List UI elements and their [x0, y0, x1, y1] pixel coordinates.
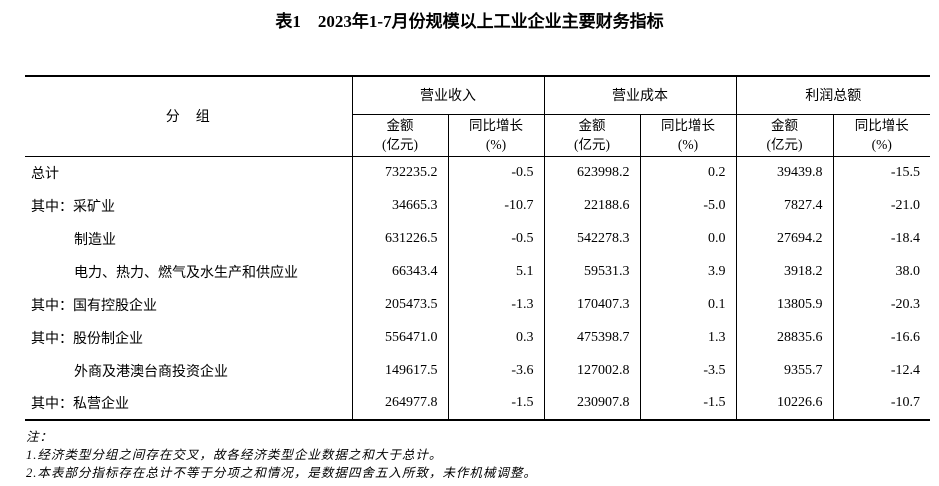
- amount-label: 金额: [386, 118, 414, 133]
- cost-amount-cell: 623998.2: [543, 156, 640, 189]
- row-label: 制造业: [74, 232, 116, 248]
- header-group-label: 分 组: [25, 76, 352, 157]
- cost-amount-cell: 22188.6: [543, 189, 640, 222]
- table-row: 制造业 631226.5 -0.5 542278.3 0.0 27694.2 -18.4: [25, 222, 930, 255]
- row-label: 外商及港澳台商投资企业: [74, 364, 228, 380]
- revenue-amount-cell: 66343.4: [351, 255, 448, 288]
- revenue-growth-cell: -10.7: [447, 189, 544, 222]
- revenue-growth-cell: -1.3: [447, 288, 544, 321]
- row-label: 其中：国有控股企业: [31, 298, 157, 314]
- profit-amount-cell: 9355.7: [735, 354, 833, 387]
- header-operating-revenue: 营业收入: [351, 76, 544, 115]
- header-sub-row: 金额 (亿元) 同比增长 (%) 金额 (亿元) 同比增长 (%) 金额 (: [25, 114, 930, 157]
- table-title: 表1 2023年1-7月份规模以上工业企业主要财务指标: [275, 12, 664, 31]
- cost-growth-cell: 0.2: [639, 156, 736, 189]
- profit-growth-cell: -18.4: [832, 222, 930, 255]
- footnote-1: 1.经济类型分组之间存在交叉，故各经济类型企业数据之和大于总计。: [26, 448, 443, 462]
- header-profit-amount: 金额 (亿元): [735, 114, 833, 157]
- revenue-amount-cell: 149617.5: [351, 354, 448, 387]
- profit-growth-cell: -16.6: [832, 321, 930, 354]
- cost-growth-cell: -3.5: [639, 354, 736, 387]
- profit-growth-cell: -21.0: [832, 189, 930, 222]
- growth-unit: (%): [871, 137, 892, 152]
- profit-growth-cell: -10.7: [832, 387, 930, 420]
- growth-label: 同比增长: [661, 118, 715, 133]
- header-cost-growth: 同比增长 (%): [639, 114, 736, 157]
- growth-unit: (%): [677, 137, 699, 152]
- amount-unit: (亿元): [766, 137, 803, 152]
- row-label: 电力、热力、燃气及水生产和供应业: [74, 265, 298, 281]
- profit-amount-cell: 28835.6: [735, 321, 833, 354]
- header-profit-growth: 同比增长 (%): [832, 114, 930, 157]
- table-row: 其中：采矿业 34665.3 -10.7 22188.6 -5.0 7827.4 -21.0: [25, 189, 930, 222]
- growth-label: 同比增长: [854, 118, 909, 133]
- table-row: 其中：股份制企业 556471.0 0.3 475398.7 1.3 28835.6 -16…: [25, 321, 930, 354]
- cost-growth-cell: 3.9: [639, 255, 736, 288]
- cost-growth-cell: -1.5: [639, 387, 736, 420]
- header-group-row: 分 组 营业收入 营业成本 利润总额: [25, 76, 930, 157]
- financial-indicators-table: 分 组 营业收入 营业成本 利润总额 金额 (亿元) 同比增长 (%) 金额 (…: [25, 75, 930, 421]
- table-row: 其中：国有控股企业 205473.5 -1.3 170407.3 0.1 13805.9-…: [25, 288, 930, 321]
- cost-amount-cell: 59531.3: [543, 255, 640, 288]
- cost-amount-cell: 170407.3: [543, 288, 640, 321]
- header-operating-cost: 营业成本: [543, 76, 736, 115]
- table-row: 其中：私营企业 264977.8 -1.5 230907.8 -1.5 10226.6 -1…: [25, 387, 930, 420]
- footnotes: 注： 1.经济类型分组之间存在交叉，故各经济类型企业数据之和大于总计。 2.本表…: [26, 428, 939, 482]
- profit-amount-cell: 3918.2: [735, 255, 833, 288]
- amount-label: 金额: [578, 118, 606, 133]
- revenue-amount-cell: 264977.8: [351, 387, 448, 420]
- amount-unit: (亿元): [574, 137, 610, 152]
- revenue-growth-cell: -0.5: [447, 156, 544, 189]
- table-row: 外商及港澳台商投资企业 149617.5 -3.6 127002.8 -3.5 9355.…: [25, 354, 930, 387]
- row-label: 其中：私营企业: [31, 397, 129, 412]
- cost-growth-cell: -5.0: [639, 189, 736, 222]
- profit-amount-cell: 39439.8: [735, 156, 833, 189]
- profit-growth-cell: -12.4: [832, 354, 930, 387]
- header-total-profit: 利润总额: [735, 76, 930, 115]
- profit-amount-cell: 27694.2: [735, 222, 833, 255]
- amount-unit: (亿元): [382, 137, 418, 152]
- revenue-amount-cell: 556471.0: [351, 321, 448, 354]
- profit-amount-cell: 7827.4: [735, 189, 833, 222]
- revenue-growth-cell: 5.1: [447, 255, 544, 288]
- cost-amount-cell: 230907.8: [543, 387, 640, 420]
- cost-growth-cell: 1.3: [639, 321, 736, 354]
- profit-amount-cell: 10226.6: [735, 387, 833, 420]
- growth-label: 同比增长: [469, 118, 523, 133]
- table-row: 总计 732235.2 -0.5 623998.2 0.2 39439.8 -15.5: [25, 156, 930, 189]
- header-revenue-amount: 金额 (亿元): [351, 114, 448, 157]
- profit-growth-cell: 38.0: [832, 255, 930, 288]
- revenue-amount-cell: 631226.5: [351, 222, 448, 255]
- growth-unit: (%): [485, 137, 507, 152]
- profit-amount-cell: 13805.9: [735, 288, 833, 321]
- cost-amount-cell: 475398.7: [543, 321, 640, 354]
- notes-label: 注：: [26, 430, 54, 444]
- profit-growth-cell: -15.5: [832, 156, 930, 189]
- cost-amount-cell: 542278.3: [543, 222, 640, 255]
- cost-growth-cell: 0.0: [639, 222, 736, 255]
- statistics-report-page: 表1 2023年1-7月份规模以上工业企业主要财务指标 分 组 营业收入 营业成…: [0, 10, 939, 486]
- revenue-growth-cell: 0.3: [447, 321, 544, 354]
- revenue-amount-cell: 205473.5: [351, 288, 448, 321]
- revenue-amount-cell: 732235.2: [351, 156, 448, 189]
- revenue-growth-cell: -1.5: [447, 387, 544, 420]
- revenue-growth-cell: -3.6: [447, 354, 544, 387]
- header-revenue-growth: 同比增长 (%): [447, 114, 544, 157]
- cost-amount-cell: 127002.8: [543, 354, 640, 387]
- row-label: 总计: [31, 166, 59, 182]
- revenue-amount-cell: 34665.3: [351, 189, 448, 222]
- row-label: 其中：股份制企业: [31, 331, 143, 347]
- footnote-2: 2.本表部分指标存在总计不等于分项之和情况，是数据四舍五入所致，未作机械调整。: [26, 466, 537, 480]
- header-cost-amount: 金额 (亿元): [543, 114, 640, 157]
- row-label: 其中：采矿业: [31, 199, 115, 215]
- profit-growth-cell: -20.3: [832, 288, 930, 321]
- revenue-growth-cell: -0.5: [447, 222, 544, 255]
- table-row: 电力、热力、燃气及水生产和供应业 66343.4 5.1 59531.3 3.9 3918…: [25, 255, 930, 288]
- cost-growth-cell: 0.1: [639, 288, 736, 321]
- amount-label: 金额: [771, 118, 798, 133]
